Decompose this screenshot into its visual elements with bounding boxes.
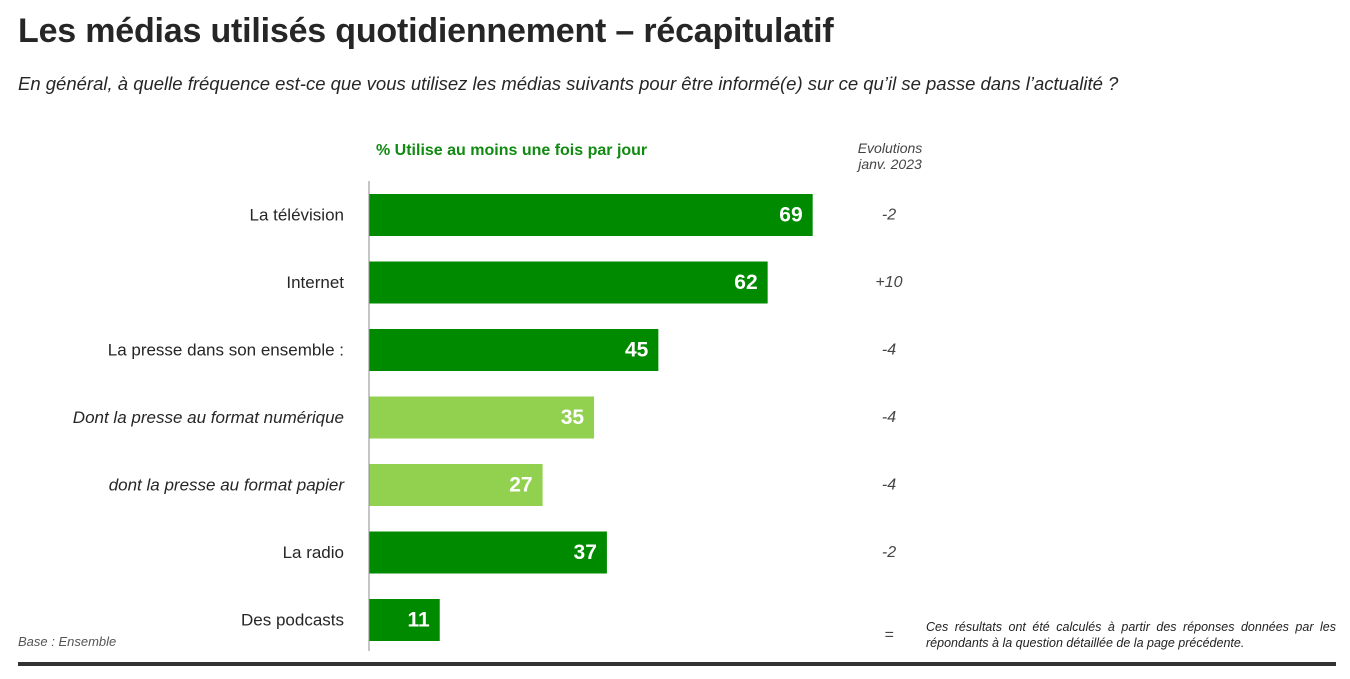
category-label: dont la presse au format papier	[109, 476, 346, 495]
category-label: Internet	[286, 273, 344, 292]
bar	[369, 261, 768, 304]
bar	[369, 464, 543, 506]
bar	[369, 396, 595, 439]
bar	[369, 194, 813, 236]
page-title: Les médias utilisés quotidiennement – ré…	[18, 12, 834, 50]
bar	[369, 531, 607, 574]
value-label: 35	[561, 406, 585, 429]
category-label: La radio	[283, 543, 344, 562]
category-label: La télévision	[249, 206, 344, 225]
series-label: % Utilise au moins une fois par jour	[376, 142, 648, 159]
category-label: Dont la presse au format numérique	[73, 408, 344, 427]
bar	[369, 329, 659, 371]
evolution-value: =	[884, 627, 893, 644]
evolution-value: -4	[882, 342, 896, 359]
value-label: 69	[779, 204, 802, 227]
question-subtitle: En général, à quelle fréquence est-ce qu…	[18, 73, 1119, 94]
value-label: 62	[734, 271, 757, 294]
evolution-value: +10	[875, 274, 902, 291]
base-note: Base : Ensemble	[18, 634, 117, 649]
evolution-value: -2	[882, 207, 896, 224]
evolution-header: Evolutions janv. 2023	[835, 140, 945, 172]
evolution-value: -2	[882, 544, 896, 561]
evolution-header-line-1: Evolutions	[857, 140, 923, 156]
value-label: 45	[625, 339, 649, 362]
footnote: Ces résultats ont été calculés à partir …	[926, 620, 1336, 650]
bar	[369, 599, 440, 641]
value-label: 11	[408, 609, 431, 632]
category-label: Des podcasts	[241, 611, 344, 630]
evolution-value: -4	[882, 409, 896, 426]
value-label: 27	[509, 474, 532, 497]
category-label: La presse dans son ensemble :	[108, 341, 344, 360]
evolution-header-line-2: janv. 2023	[858, 156, 922, 172]
value-label: 37	[574, 541, 597, 564]
evolution-value: -4	[882, 477, 896, 494]
bottom-divider	[18, 662, 1336, 666]
